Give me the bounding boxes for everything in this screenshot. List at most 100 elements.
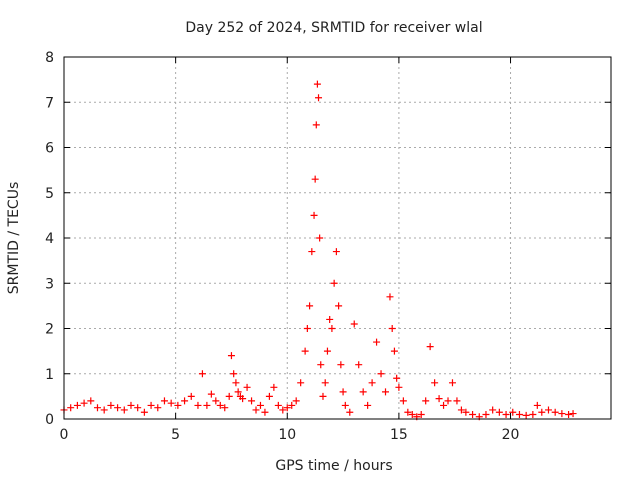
data-point bbox=[422, 397, 430, 405]
data-point bbox=[368, 379, 376, 387]
data-point bbox=[279, 406, 287, 414]
grid-layer bbox=[64, 57, 611, 419]
data-point bbox=[330, 279, 338, 287]
data-point bbox=[316, 234, 324, 242]
data-point bbox=[509, 408, 517, 416]
data-point bbox=[261, 408, 269, 416]
data-point bbox=[114, 404, 122, 412]
data-point bbox=[558, 410, 566, 418]
data-point bbox=[448, 379, 456, 387]
data-point bbox=[377, 370, 385, 378]
data-point bbox=[310, 211, 318, 219]
data-point bbox=[469, 410, 477, 418]
data-point bbox=[308, 248, 316, 256]
data-point bbox=[194, 401, 202, 409]
data-point bbox=[256, 401, 264, 409]
data-point bbox=[551, 408, 559, 416]
chart-title: Day 252 of 2024, SRMTID for receiver wla… bbox=[185, 20, 482, 36]
data-point bbox=[408, 410, 416, 418]
y-axis-label: SRMTID / TECUs bbox=[6, 182, 22, 295]
data-point bbox=[93, 404, 101, 412]
data-point bbox=[292, 397, 300, 405]
y-tick-label: 8 bbox=[45, 50, 54, 66]
data-point bbox=[107, 401, 115, 409]
y-tick-label: 4 bbox=[45, 231, 54, 247]
data-point bbox=[234, 388, 242, 396]
data-point bbox=[232, 379, 240, 387]
x-tick-label: 20 bbox=[502, 427, 520, 443]
data-point bbox=[203, 401, 211, 409]
data-point bbox=[373, 338, 381, 346]
data-point bbox=[399, 397, 407, 405]
data-point bbox=[364, 401, 372, 409]
data-point bbox=[67, 404, 75, 412]
data-point bbox=[482, 410, 490, 418]
data-point bbox=[147, 401, 155, 409]
data-point bbox=[306, 302, 314, 310]
data-point bbox=[335, 302, 343, 310]
data-point bbox=[332, 248, 340, 256]
data-point bbox=[312, 121, 320, 129]
data-point bbox=[317, 361, 325, 369]
data-point bbox=[288, 401, 296, 409]
x-tick-label: 5 bbox=[171, 427, 180, 443]
y-tick-label: 1 bbox=[45, 367, 54, 383]
data-point bbox=[216, 401, 224, 409]
data-point bbox=[230, 370, 238, 378]
data-point bbox=[73, 401, 81, 409]
data-point bbox=[212, 397, 220, 405]
data-point bbox=[315, 94, 323, 102]
data-point bbox=[160, 397, 168, 405]
y-tick-label: 3 bbox=[45, 276, 54, 292]
data-point bbox=[181, 397, 189, 405]
data-point bbox=[174, 401, 182, 409]
data-point bbox=[221, 404, 229, 412]
data-point bbox=[248, 397, 256, 405]
data-point bbox=[346, 408, 354, 416]
data-point bbox=[270, 383, 278, 391]
data-point bbox=[404, 408, 412, 416]
data-point bbox=[544, 406, 552, 414]
data-point bbox=[303, 325, 311, 332]
data-point bbox=[386, 293, 394, 301]
data-point bbox=[529, 410, 537, 418]
data-point bbox=[395, 383, 403, 391]
y-tick-label: 5 bbox=[45, 186, 54, 202]
data-point bbox=[359, 388, 367, 396]
data-point bbox=[140, 408, 148, 416]
data-point bbox=[326, 315, 334, 323]
data-point bbox=[243, 383, 251, 391]
data-point bbox=[328, 325, 336, 332]
data-point bbox=[393, 374, 401, 382]
data-point bbox=[187, 392, 195, 400]
data-point bbox=[435, 395, 443, 403]
data-point bbox=[120, 406, 128, 414]
data-point bbox=[283, 404, 291, 412]
data-point bbox=[515, 410, 523, 418]
data-point bbox=[198, 370, 206, 378]
data-point bbox=[134, 404, 142, 412]
x-tick-label: 10 bbox=[278, 427, 296, 443]
data-point bbox=[252, 406, 260, 414]
data-point bbox=[417, 410, 425, 418]
data-point bbox=[80, 399, 88, 407]
y-tick-label: 0 bbox=[45, 412, 54, 428]
data-point bbox=[313, 80, 321, 88]
data-point bbox=[457, 406, 465, 414]
data-point bbox=[321, 379, 329, 387]
y-tick-label: 6 bbox=[45, 141, 54, 157]
data-point bbox=[239, 395, 247, 403]
data-point bbox=[337, 361, 345, 369]
data-point bbox=[495, 408, 503, 416]
data-layer bbox=[60, 80, 577, 421]
data-point bbox=[265, 392, 273, 400]
data-point bbox=[489, 406, 497, 414]
data-point bbox=[426, 343, 434, 351]
data-point bbox=[462, 408, 470, 416]
data-point bbox=[350, 320, 358, 328]
data-point bbox=[301, 347, 309, 355]
data-point bbox=[355, 361, 363, 369]
data-point bbox=[440, 401, 448, 409]
data-point bbox=[502, 410, 510, 418]
